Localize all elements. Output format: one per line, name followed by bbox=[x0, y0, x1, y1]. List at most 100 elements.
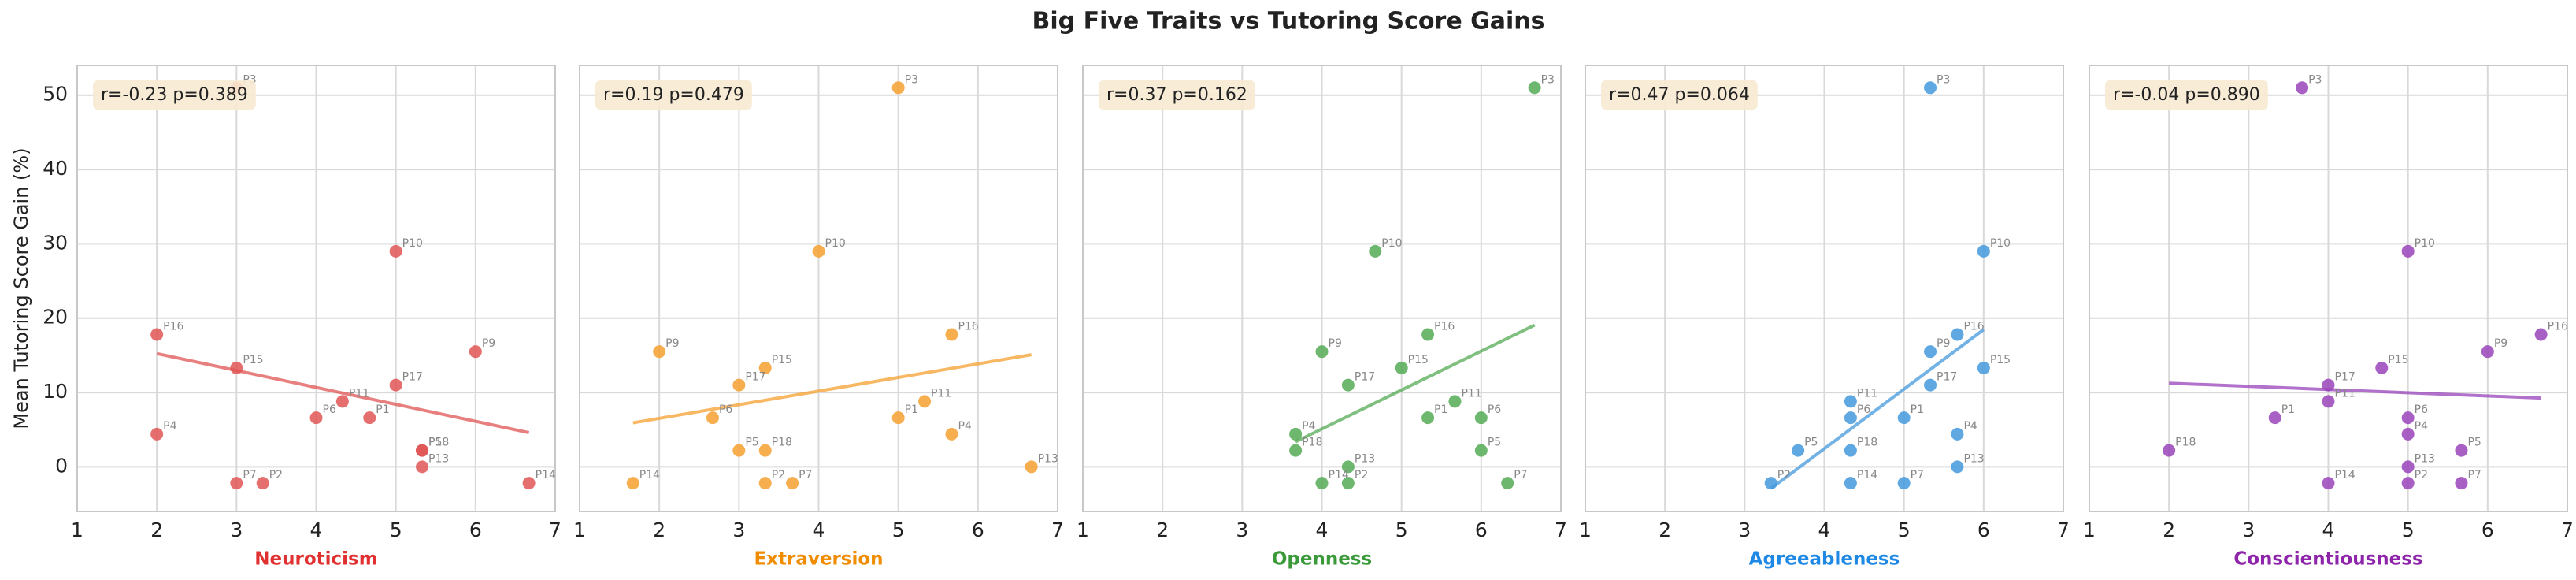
annotation: r=-0.04 p=0.890 bbox=[2113, 85, 2260, 105]
point-label: P7 bbox=[1514, 469, 1527, 481]
point bbox=[2322, 378, 2335, 392]
point-label: P5 bbox=[2467, 437, 2481, 449]
x-tick-label: 4 bbox=[813, 519, 825, 541]
point-label: P2 bbox=[1355, 469, 1368, 481]
point-label: P7 bbox=[2467, 469, 2481, 481]
point bbox=[1924, 378, 1937, 392]
fit-line bbox=[1295, 323, 1536, 444]
point-label: P15 bbox=[1408, 354, 1429, 366]
point-label: P5 bbox=[745, 437, 758, 449]
plot-frame bbox=[1082, 65, 1562, 512]
annotation-box bbox=[1601, 80, 1758, 110]
x-tick-label: 3 bbox=[2242, 519, 2255, 541]
x-tick-label: 4 bbox=[310, 519, 323, 541]
point-label: P1 bbox=[2281, 403, 2295, 416]
x-tick-label: 7 bbox=[1051, 519, 1064, 541]
point bbox=[1369, 244, 1382, 258]
point bbox=[150, 328, 164, 341]
point-label: P11 bbox=[1461, 387, 1481, 400]
point bbox=[2455, 444, 2468, 457]
point bbox=[469, 345, 482, 359]
x-tick-label: 6 bbox=[1475, 519, 1488, 541]
point bbox=[2534, 328, 2548, 341]
x-tick-label: 3 bbox=[1738, 519, 1751, 541]
subplot: 1 2 3 4 5 6 701020304050NeuroticismP3P10P16P9P… bbox=[43, 65, 562, 570]
point bbox=[2401, 244, 2415, 258]
point-label: P9 bbox=[1937, 337, 1950, 350]
point-label: P6 bbox=[1857, 403, 1870, 416]
point-label: P4 bbox=[958, 420, 971, 433]
point-label: P1 bbox=[1434, 403, 1447, 416]
point-label: P2 bbox=[2415, 469, 2428, 481]
point-label: P13 bbox=[1963, 452, 1984, 465]
point-label: P6 bbox=[719, 403, 732, 416]
point-label: P17 bbox=[1355, 371, 1375, 384]
annotation-box bbox=[93, 80, 256, 110]
x-axis-label: Openness bbox=[1272, 549, 1372, 570]
point bbox=[256, 477, 269, 490]
annotation-box bbox=[1099, 80, 1255, 110]
point-label: P9 bbox=[1329, 337, 1342, 350]
x-tick-label: 5 bbox=[1898, 519, 1911, 541]
point bbox=[1341, 378, 1355, 392]
point-label: P17 bbox=[2335, 371, 2355, 384]
point-label: P10 bbox=[825, 237, 846, 250]
x-tick-label: 6 bbox=[469, 519, 482, 541]
point-label: P5 bbox=[428, 437, 442, 449]
point bbox=[230, 361, 243, 374]
x-tick-label: 3 bbox=[1236, 519, 1248, 541]
annotation: r=0.47 p=0.064 bbox=[1609, 85, 1750, 105]
point bbox=[1474, 411, 1488, 425]
point bbox=[732, 444, 746, 457]
x-tick-label: 4 bbox=[1818, 519, 1831, 541]
point bbox=[706, 411, 719, 425]
point-label: P3 bbox=[905, 73, 918, 86]
point bbox=[1951, 328, 1964, 341]
point bbox=[732, 378, 746, 392]
x-axis-label: Conscientiousness bbox=[2233, 549, 2422, 570]
point-label: P10 bbox=[1381, 237, 1402, 250]
point bbox=[653, 345, 666, 359]
point-label: P16 bbox=[1434, 320, 1455, 333]
fit-line bbox=[2169, 381, 2541, 400]
point-label: P18 bbox=[428, 437, 449, 449]
point-label: P16 bbox=[2548, 320, 2568, 333]
point bbox=[1951, 427, 1964, 441]
point bbox=[1951, 460, 1964, 474]
point-label: P7 bbox=[243, 469, 256, 481]
point bbox=[1764, 477, 1777, 490]
point bbox=[2375, 361, 2389, 374]
point-label: P14 bbox=[536, 469, 556, 481]
point bbox=[416, 460, 429, 474]
point bbox=[2401, 477, 2415, 490]
x-axis-label: Neuroticism bbox=[254, 549, 377, 570]
point-label: P13 bbox=[1355, 452, 1375, 465]
point bbox=[786, 477, 799, 490]
point bbox=[2296, 81, 2309, 95]
x-tick-label: 6 bbox=[2481, 519, 2494, 541]
point-label: P15 bbox=[2388, 354, 2408, 366]
point bbox=[230, 477, 243, 490]
subplot: 1 2 3 4 5 6 7 Agreeableness P3 P10 P16 P9 P15 P17 P11 P… bbox=[1579, 65, 2070, 570]
point-label: P2 bbox=[1777, 469, 1791, 481]
x-tick-label: 4 bbox=[2322, 519, 2335, 541]
x-tick-label: 7 bbox=[1555, 519, 1567, 541]
point bbox=[1977, 244, 1990, 258]
point bbox=[2322, 477, 2335, 490]
x-tick-label: 2 bbox=[653, 519, 665, 541]
plot-frame bbox=[1585, 65, 2064, 512]
point-label: P14 bbox=[1857, 469, 1877, 481]
point-label: P10 bbox=[2415, 237, 2435, 250]
point-label: P9 bbox=[2494, 337, 2507, 350]
y-tick-label: 50 bbox=[43, 83, 68, 106]
point-label: P4 bbox=[1963, 420, 1977, 433]
point bbox=[309, 411, 323, 425]
point bbox=[363, 411, 376, 425]
point bbox=[1421, 328, 1435, 341]
subplot: 1 2 3 4 5 6 7 Conscientiousness P3 P10 P16 P9 P15 P17… bbox=[2083, 65, 2574, 570]
x-tick-label: 2 bbox=[150, 519, 163, 541]
x-tick-label: 3 bbox=[230, 519, 243, 541]
subplot: 1 2 3 4 5 6 7 Extraversion P3 P10 P16 P9 P15 P17 P11 P6… bbox=[573, 65, 1064, 570]
point-label: P4 bbox=[163, 420, 176, 433]
